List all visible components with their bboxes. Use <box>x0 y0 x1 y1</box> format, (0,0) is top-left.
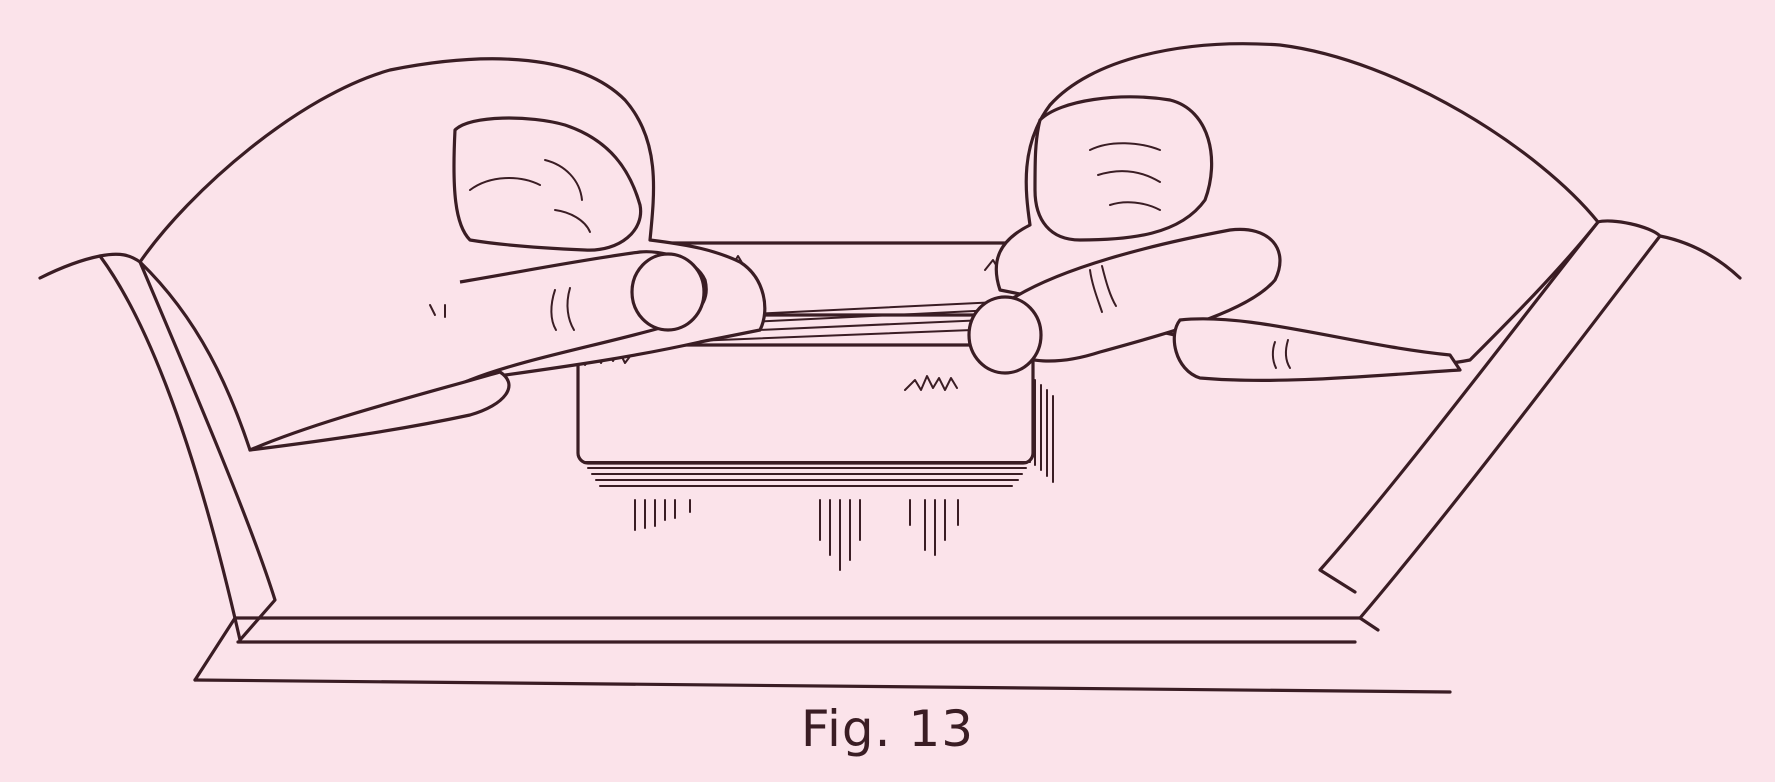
figure-caption: Fig. 13 <box>800 700 975 758</box>
right-hand <box>967 42 1600 383</box>
left-sleeve <box>38 252 277 642</box>
card-deck-lower <box>576 343 1054 487</box>
falling-card-lines <box>634 499 959 571</box>
left-hand <box>138 57 767 452</box>
right-sleeve <box>1318 219 1742 620</box>
table <box>193 616 1452 694</box>
